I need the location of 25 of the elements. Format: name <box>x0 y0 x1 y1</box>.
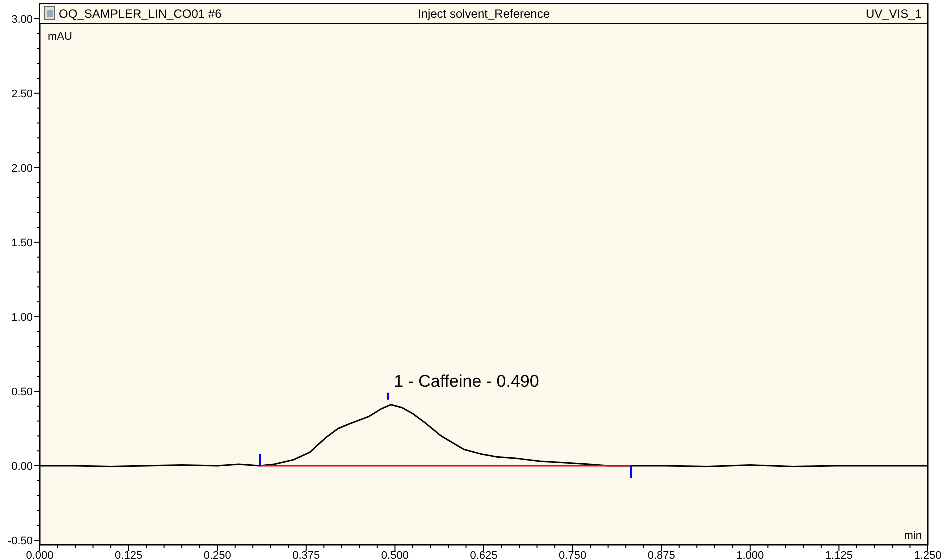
x-tick-label: 0.250 <box>204 550 232 560</box>
y-tick-label: -0.50 <box>8 536 33 548</box>
x-axis-title: min <box>904 530 922 542</box>
x-tick-label: 0.625 <box>470 550 498 560</box>
chart-subtitle: OQ_SAMPLER_LIN_CO01 #6 <box>59 7 222 21</box>
y-tick-label: 1.50 <box>12 237 33 250</box>
y-tick-label: 2.00 <box>12 162 33 175</box>
y-tick-label: 0.50 <box>12 386 33 398</box>
y-tick-label: 0.00 <box>12 461 33 474</box>
x-tick-label: 0.375 <box>292 550 320 560</box>
x-tick-label: 0.000 <box>26 550 54 560</box>
x-tick-label: 1.250 <box>914 550 942 560</box>
y-tick-label: 2.50 <box>12 88 33 100</box>
annotation: UV_VIS_1 <box>866 7 922 21</box>
x-tick-label: 1.000 <box>736 550 764 560</box>
x-tick-label: 0.125 <box>115 550 143 560</box>
x-tick-label: 0.750 <box>559 550 587 560</box>
x-tick-label: 1.125 <box>825 550 853 560</box>
y-axis-title: mAU <box>48 31 72 43</box>
x-tick-label: 0.500 <box>381 550 409 560</box>
annotation: 1 - Caffeine - 0.490 <box>394 372 540 391</box>
y-tick-label: 3.00 <box>12 14 33 26</box>
chart-title: Inject solvent_Reference <box>418 7 550 21</box>
x-tick-label: 0.875 <box>648 550 676 560</box>
y-tick-label: 1.00 <box>12 312 33 324</box>
